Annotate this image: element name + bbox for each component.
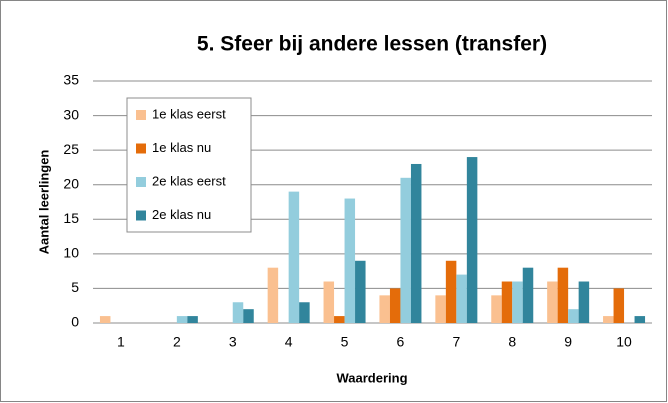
x-tick-label: 4 xyxy=(285,334,293,350)
legend-swatch xyxy=(136,177,146,187)
bar xyxy=(99,316,111,323)
bar xyxy=(176,316,188,323)
legend-label: 2e klas nu xyxy=(152,207,211,222)
bar xyxy=(547,281,558,323)
bar xyxy=(613,288,625,323)
bar xyxy=(243,309,254,323)
y-tick-label: 30 xyxy=(63,106,79,122)
y-tick-label: 35 xyxy=(63,72,79,88)
bar xyxy=(512,281,523,323)
bar xyxy=(389,288,401,323)
legend-label: 2e klas eerst xyxy=(152,173,226,188)
bar xyxy=(557,267,569,323)
y-tick-label: 5 xyxy=(71,279,79,295)
bar xyxy=(267,267,279,323)
legend-swatch xyxy=(136,110,146,120)
x-tick-label: 9 xyxy=(564,334,572,350)
x-tick-label: 7 xyxy=(452,334,460,350)
bar xyxy=(445,260,457,323)
legend: 1e klas eerst 1e klas nu 2e klas eerst 2e k… xyxy=(126,97,252,233)
y-tick-label: 15 xyxy=(63,210,79,226)
x-axis-label: Waardering xyxy=(336,370,407,385)
chart-title: 5. Sfeer bij andere lessen (transfer) xyxy=(197,33,547,56)
y-axis-label: Aantal leerlingen xyxy=(36,150,51,255)
bar xyxy=(603,316,614,323)
bar xyxy=(334,316,345,323)
bar xyxy=(400,177,411,323)
bar xyxy=(522,267,534,323)
x-tick-label: 3 xyxy=(229,334,237,350)
bar xyxy=(379,295,390,323)
legend-label: 1e klas eerst xyxy=(152,106,226,121)
x-tick-label: 1 xyxy=(117,334,125,350)
bar xyxy=(578,281,590,323)
bar xyxy=(501,281,513,323)
bar xyxy=(355,260,366,323)
legend-swatch xyxy=(136,210,146,221)
bar xyxy=(466,157,478,323)
y-tick-label: 0 xyxy=(71,314,79,330)
bar xyxy=(491,295,502,323)
x-tick-label: 5 xyxy=(341,334,349,350)
bar xyxy=(456,274,467,323)
bar xyxy=(634,316,646,323)
bar xyxy=(568,309,579,323)
bar xyxy=(323,281,335,323)
x-tick-label: 2 xyxy=(173,334,181,350)
bar xyxy=(410,163,422,323)
x-tick-label: 10 xyxy=(616,334,632,350)
legend-label: 1e klas nu xyxy=(152,140,211,155)
y-tick-label: 20 xyxy=(63,175,79,191)
bar xyxy=(344,198,356,323)
y-tick-label: 10 xyxy=(63,245,79,261)
y-tick-label: 25 xyxy=(63,141,79,157)
legend-box xyxy=(126,97,252,233)
x-tick-label: 6 xyxy=(397,334,405,350)
bar xyxy=(187,316,198,323)
bar xyxy=(288,191,300,323)
bar xyxy=(232,302,244,323)
bar xyxy=(299,302,310,323)
x-tick-label: 8 xyxy=(508,334,516,350)
bar xyxy=(435,295,446,323)
legend-swatch xyxy=(136,143,146,154)
